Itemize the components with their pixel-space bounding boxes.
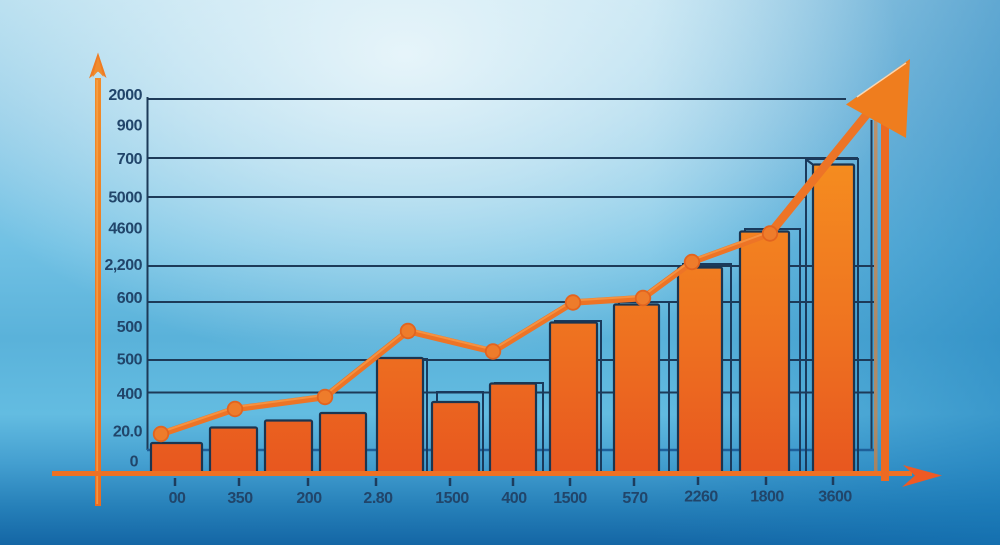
svg-text:700: 700 <box>117 151 143 168</box>
svg-text:400: 400 <box>117 386 143 403</box>
svg-text:500: 500 <box>117 352 143 369</box>
svg-text:20.0: 20.0 <box>113 424 143 441</box>
svg-text:4600: 4600 <box>108 221 142 238</box>
svg-text:2,200: 2,200 <box>104 257 142 274</box>
svg-text:570: 570 <box>622 490 648 507</box>
svg-text:2260: 2260 <box>684 489 718 506</box>
svg-text:400: 400 <box>501 490 527 507</box>
svg-text:900: 900 <box>117 118 143 135</box>
svg-text:350: 350 <box>227 490 253 507</box>
svg-text:1500: 1500 <box>553 490 587 507</box>
svg-text:1500: 1500 <box>435 490 469 507</box>
svg-text:1800: 1800 <box>750 489 784 506</box>
svg-text:200: 200 <box>296 490 322 507</box>
svg-text:5000: 5000 <box>108 190 142 207</box>
svg-text:00: 00 <box>169 490 186 507</box>
svg-text:2000: 2000 <box>108 87 142 104</box>
svg-text:2.80: 2.80 <box>363 490 393 507</box>
svg-text:0: 0 <box>130 454 139 471</box>
svg-text:3600: 3600 <box>818 489 852 506</box>
svg-text:600: 600 <box>117 290 143 307</box>
svg-text:500: 500 <box>117 319 143 336</box>
